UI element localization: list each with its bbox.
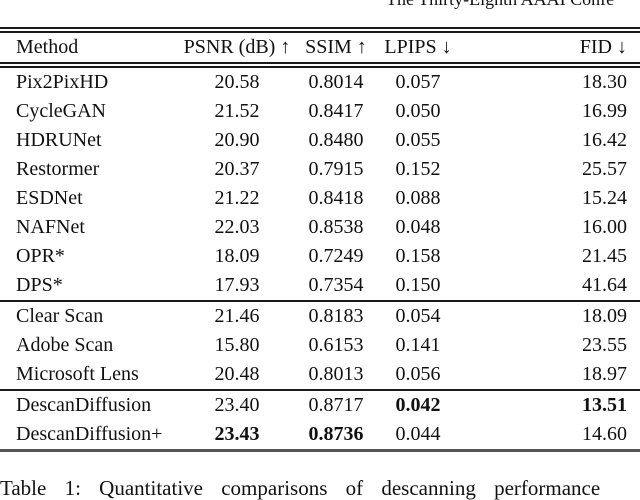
fid-cell: 41.64: [582, 274, 627, 296]
fid-cell: 25.57: [582, 158, 627, 180]
ssim-cell: 0.8717: [308, 394, 364, 416]
method-cell: NAFNet: [16, 216, 85, 238]
fid-cell: 16.42: [582, 129, 627, 151]
method-cell: OPR*: [16, 245, 65, 267]
psnr-cell-best: 23.43: [214, 423, 260, 445]
psnr-cell: 21.22: [214, 187, 260, 209]
lpips-cell: 0.158: [395, 245, 441, 267]
fid-cell: 18.09: [582, 305, 627, 327]
psnr-cell: 22.03: [214, 216, 260, 238]
table-row: Adobe Scan 15.80 0.6153 0.141 23.55: [0, 331, 640, 360]
fid-cell: 18.30: [582, 71, 627, 93]
ssim-cell: 0.8417: [308, 100, 364, 122]
column-header-psnr: PSNR (dB) ↑: [183, 36, 291, 58]
psnr-cell: 15.80: [214, 334, 260, 356]
table-row: OPR* 18.09 0.7249 0.158 21.45: [0, 242, 640, 271]
ssim-cell: 0.8480: [308, 129, 364, 151]
lpips-cell: 0.050: [395, 100, 441, 122]
fid-cell: 16.00: [582, 216, 627, 238]
method-cell: Clear Scan: [16, 305, 104, 327]
table-row: Clear Scan 21.46 0.8183 0.054 18.09: [0, 301, 640, 331]
ssim-cell: 0.8013: [308, 363, 364, 385]
group-baseline-methods: Pix2PixHD 20.58 0.8014 0.057 18.30 Cycle…: [0, 65, 640, 301]
ssim-cell: 0.6153: [308, 334, 364, 356]
lpips-cell: 0.088: [395, 187, 441, 209]
lpips-cell: 0.055: [395, 129, 441, 151]
lpips-cell: 0.150: [395, 274, 441, 296]
fid-cell: 15.24: [582, 187, 627, 209]
table-row: NAFNet 22.03 0.8538 0.048 16.00: [0, 213, 640, 242]
method-cell: CycleGAN: [16, 100, 106, 122]
lpips-cell: 0.054: [395, 305, 441, 327]
lpips-cell: 0.056: [395, 363, 441, 385]
psnr-cell: 21.52: [214, 100, 260, 122]
fid-cell: 14.60: [582, 423, 627, 445]
lpips-cell-best: 0.042: [395, 394, 441, 416]
method-cell: DescanDiffusion+: [16, 423, 163, 445]
method-cell: DPS*: [16, 274, 63, 296]
table-row: Microsoft Lens 20.48 0.8013 0.056 18.97: [0, 360, 640, 390]
method-cell: HDRUNet: [16, 129, 102, 151]
method-cell: Pix2PixHD: [16, 71, 109, 93]
table-caption: Table 1: Quantitative comparisons of des…: [0, 476, 601, 500]
ssim-cell: 0.8418: [308, 187, 364, 209]
psnr-cell: 20.58: [214, 71, 260, 93]
psnr-cell: 21.46: [214, 305, 260, 327]
ssim-cell: 0.8538: [308, 216, 364, 238]
table-row: ESDNet 21.22 0.8418 0.088 15.24: [0, 184, 640, 213]
table-row: Pix2PixHD 20.58 0.8014 0.057 18.30: [0, 65, 640, 97]
ssim-cell: 0.8014: [308, 71, 364, 93]
fid-cell-best: 13.51: [582, 394, 627, 416]
column-header-lpips: LPIPS ↓: [384, 36, 452, 58]
lpips-cell: 0.044: [395, 423, 441, 445]
ssim-cell: 0.7249: [308, 245, 364, 267]
lpips-cell: 0.152: [395, 158, 441, 180]
table-row: DPS* 17.93 0.7354 0.150 41.64: [0, 271, 640, 301]
table-header-row: Method PSNR (dB) ↑ SSIM ↑ LPIPS ↓ FID ↓: [0, 30, 640, 65]
ssim-cell: 0.7354: [308, 274, 364, 296]
fid-cell: 23.55: [582, 334, 627, 356]
method-cell: Restormer: [16, 158, 100, 180]
ssim-cell: 0.8183: [308, 305, 364, 327]
table-row: CycleGAN 21.52 0.8417 0.050 16.99: [0, 97, 640, 126]
method-cell: Microsoft Lens: [16, 363, 139, 385]
psnr-cell: 20.90: [214, 129, 260, 151]
group-commercial-apps: Clear Scan 21.46 0.8183 0.054 18.09 Adob…: [0, 301, 640, 390]
ssim-cell-best: 0.8736: [308, 423, 364, 445]
group-proposed-methods: DescanDiffusion 23.40 0.8717 0.042 13.51…: [0, 390, 640, 451]
psnr-cell: 17.93: [214, 274, 260, 296]
page-running-header: The Thirty-Eighth AAAI Confe: [386, 0, 614, 8]
table-row: HDRUNet 20.90 0.8480 0.055 16.42: [0, 126, 640, 155]
psnr-cell: 20.48: [214, 363, 260, 385]
column-header-ssim: SSIM ↑: [305, 36, 367, 58]
table-row: DescanDiffusion+ 23.43 0.8736 0.044 14.6…: [0, 420, 640, 451]
ssim-cell: 0.7915: [308, 158, 364, 180]
results-table: Method PSNR (dB) ↑ SSIM ↑ LPIPS ↓ FID ↓ …: [0, 27, 640, 452]
lpips-cell: 0.141: [395, 334, 441, 356]
method-cell: Adobe Scan: [16, 334, 114, 356]
psnr-cell: 20.37: [214, 158, 260, 180]
lpips-cell: 0.048: [395, 216, 441, 238]
psnr-cell: 23.40: [214, 394, 260, 416]
column-header-method: Method: [16, 36, 79, 58]
method-cell: ESDNet: [16, 187, 83, 209]
fid-cell: 21.45: [582, 245, 627, 267]
lpips-cell: 0.057: [395, 71, 441, 93]
fid-cell: 16.99: [582, 100, 627, 122]
method-cell: DescanDiffusion: [16, 394, 152, 416]
table-row: DescanDiffusion 23.40 0.8717 0.042 13.51: [0, 390, 640, 420]
psnr-cell: 18.09: [214, 245, 260, 267]
fid-cell: 18.97: [582, 363, 627, 385]
table-row: Restormer 20.37 0.7915 0.152 25.57: [0, 155, 640, 184]
column-header-fid: FID ↓: [579, 36, 627, 58]
